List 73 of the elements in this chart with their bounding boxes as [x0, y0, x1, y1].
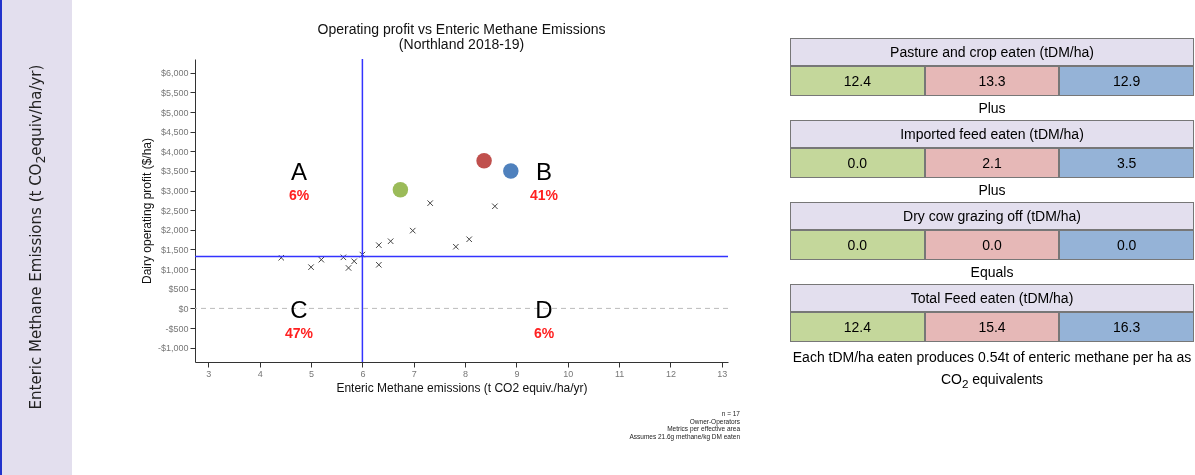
y-tick-label: -$500: [165, 323, 189, 334]
x-tick-label: 7: [411, 368, 417, 379]
text: Plus: [977, 99, 1007, 118]
point: [350, 258, 358, 265]
x-tick-label: 12: [665, 368, 676, 379]
text: 3.5: [1059, 148, 1195, 178]
point: [375, 241, 383, 249]
point: [392, 182, 409, 198]
text: 12.4: [790, 312, 925, 342]
text: 12.9: [1059, 66, 1195, 96]
x-tick-label: 3: [206, 368, 212, 379]
point: [375, 261, 383, 269]
y-tick-label: -$1,000: [157, 343, 189, 354]
x-tick-label: 13: [717, 368, 728, 379]
text: Imported feed eaten (tDM/ha): [790, 120, 1194, 148]
y-tick-label: $1,000: [160, 264, 189, 275]
text: Each tDM/ha eaten produces 0.54t of enteric methane per ha as CO$_{2}$ equivalents: [791, 348, 1193, 392]
text: 15.4: [924, 312, 1060, 342]
y-tick-label: $0: [178, 303, 189, 314]
point: [387, 237, 394, 245]
x-tick-label: 9: [514, 368, 520, 379]
point: [503, 163, 519, 179]
x-axis-title: Enteric Methane emissions (t CO2 equiv./ha/yr): [336, 380, 588, 395]
y-tick-label: $500: [168, 284, 189, 295]
y-tick-label: $1,500: [160, 244, 189, 255]
text: 0.0: [924, 230, 1060, 260]
point: [318, 256, 325, 263]
annotation: 41%: [529, 187, 559, 203]
text: Total Feed eaten (tDM/ha): [790, 284, 1194, 312]
x-tick-label: 11: [614, 368, 625, 379]
text: 0.0: [790, 230, 925, 260]
point: [465, 236, 473, 243]
x-tick-label: 10: [563, 368, 574, 379]
point: [426, 199, 434, 207]
y-tick-label: $2,500: [160, 205, 189, 216]
text: 16.3: [1059, 312, 1195, 342]
point: [345, 264, 352, 272]
x-tick-label: 8: [463, 368, 469, 379]
x-tick-label: 5: [309, 368, 315, 379]
y-tick-label: $5,500: [160, 87, 189, 98]
chart-title: Operating profit vs Enteric Methane Emissions: [317, 21, 606, 38]
point: [409, 227, 416, 234]
y-tick-label: $3,500: [160, 166, 189, 177]
text: 13.3: [924, 66, 1060, 96]
text: 12.4: [790, 66, 925, 96]
point: [476, 152, 492, 169]
text: 0.0: [1059, 230, 1195, 260]
text: Pasture and crop eaten (tDM/ha): [790, 38, 1194, 66]
y-tick-label: $4,000: [160, 146, 189, 157]
x-tick-label: 6: [360, 368, 366, 379]
y-tick-label: $2,000: [160, 225, 189, 236]
annotation: 47%: [284, 325, 314, 341]
y-tick-label: $5,000: [160, 107, 189, 118]
text: Dry cow grazing off (tDM/ha): [790, 202, 1194, 230]
text: Plus: [977, 181, 1007, 200]
annotation: 6%: [533, 325, 555, 341]
text: 0.0: [790, 148, 925, 178]
point: [491, 203, 499, 210]
annotation: 6%: [288, 187, 310, 203]
point: [307, 263, 315, 271]
text: 2.1: [924, 148, 1060, 178]
y-tick-label: $4,500: [160, 127, 189, 138]
chart-subtitle: (Northland 2018-19): [398, 36, 525, 53]
text: Equals: [969, 263, 1015, 282]
y-axis-title: Dairy operating profit ($/ha): [139, 137, 154, 285]
annotation: B: [535, 158, 553, 186]
annotation: D: [535, 296, 553, 324]
y-tick-label: $6,000: [160, 68, 189, 79]
annotation: A: [290, 158, 308, 186]
y-tick-label: $3,000: [160, 186, 189, 197]
annotation: C: [290, 296, 308, 324]
x-tick-label: 4: [257, 368, 263, 379]
point: [452, 243, 460, 250]
